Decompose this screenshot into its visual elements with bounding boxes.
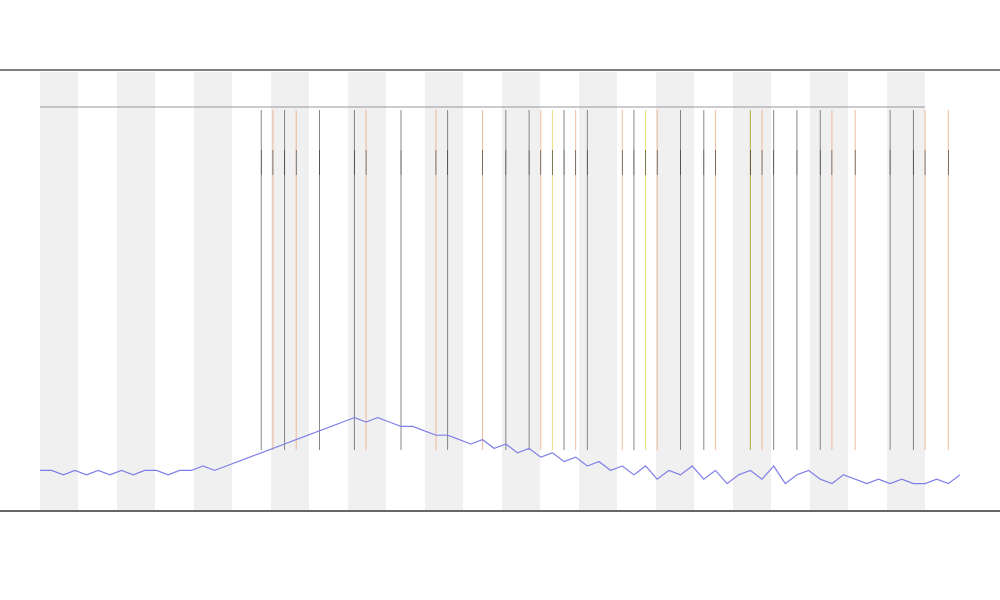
shaded-band	[271, 72, 309, 510]
shaded-band	[40, 72, 78, 510]
shaded-band	[117, 72, 155, 510]
shaded-band	[579, 72, 617, 510]
shaded-band	[425, 72, 463, 510]
shaded-band	[887, 72, 925, 510]
shaded-band	[810, 72, 848, 510]
shaded-band	[656, 72, 694, 510]
shaded-band	[733, 72, 771, 510]
shaded-band	[502, 72, 540, 510]
shaded-band	[348, 72, 386, 510]
data-line	[40, 416, 961, 485]
shaded-band	[194, 72, 232, 510]
